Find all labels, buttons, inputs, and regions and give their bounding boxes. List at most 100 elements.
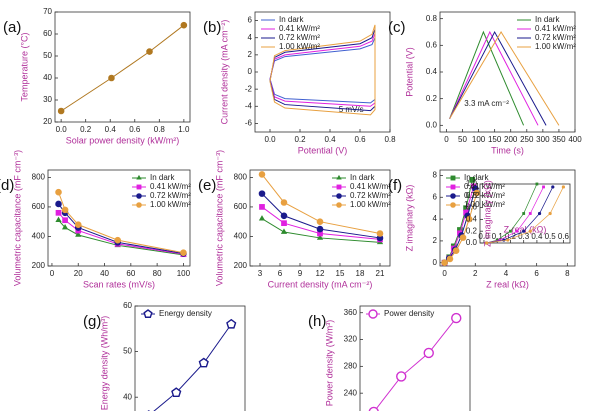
- marker: [62, 217, 68, 224]
- legend-label: 0.41 kW/m²: [464, 182, 505, 191]
- x-tick-label: 0.0: [264, 135, 276, 144]
- y-tick-label: 20: [43, 117, 52, 126]
- y-tick-label: 8: [433, 171, 438, 180]
- panel-label: (f): [388, 177, 402, 194]
- series-line: [261, 174, 381, 235]
- x-tick-label: 0.5: [545, 232, 557, 241]
- marker: [551, 185, 555, 189]
- marker: [226, 318, 237, 329]
- marker: [548, 211, 552, 216]
- marker: [280, 212, 288, 220]
- x-tick-label: 1.0: [178, 125, 190, 134]
- y-tick-label: 800: [234, 172, 248, 181]
- x-tick-label: 0: [442, 269, 447, 278]
- marker: [423, 347, 434, 359]
- x-tick-label: 0.4: [531, 232, 543, 241]
- legend-marker: [143, 309, 153, 318]
- y-tick-label: 400: [234, 232, 248, 241]
- legend-label: 1.00 kW/m²: [279, 42, 320, 51]
- y-tick-label: 70: [43, 7, 52, 16]
- marker: [75, 231, 82, 237]
- marker: [55, 188, 62, 196]
- plot-frame: [439, 169, 576, 267]
- marker: [451, 312, 462, 324]
- y-tick-label: -4: [245, 101, 253, 110]
- marker: [198, 357, 209, 368]
- y-tick-label: 360: [344, 308, 358, 317]
- y-tick-label: 6: [248, 16, 253, 25]
- y-axis-label: Energy density (Wh/m³): [99, 316, 109, 411]
- x-tick-label: 20: [74, 269, 83, 278]
- marker: [465, 215, 473, 223]
- marker: [280, 199, 288, 206]
- y-axis-label: Potential (V): [404, 47, 414, 97]
- marker: [280, 228, 288, 234]
- y-axis-label: Volumetric capacitance (mF cm⁻³): [214, 150, 224, 286]
- marker: [522, 229, 526, 233]
- marker: [57, 107, 65, 115]
- marker: [281, 220, 287, 227]
- marker: [459, 234, 467, 241]
- x-axis-label: Current density (mA cm⁻²): [268, 279, 373, 289]
- marker: [509, 229, 512, 233]
- y-tick-label: 1.0: [466, 179, 478, 188]
- panel-label: (a): [3, 19, 21, 36]
- y-axis-label: Volumetric capacitance (mF cm⁻³): [12, 150, 22, 286]
- x-tick-label: 80: [153, 269, 162, 278]
- x-tick-label: 0.4: [324, 135, 336, 144]
- x-tick-label: 6: [278, 269, 283, 278]
- x-tick-label: 0.1: [492, 232, 504, 241]
- series-line: [261, 218, 381, 243]
- legend-label: 1.00 kW/m²: [350, 200, 391, 209]
- legend-label: 0.72 kW/m²: [150, 191, 191, 200]
- x-tick-label: 21: [376, 269, 385, 278]
- series-line: [449, 30, 525, 126]
- x-tick-label: 8: [565, 269, 570, 278]
- y-axis-label: Z imaginary (kΩ): [404, 185, 414, 252]
- marker: [114, 236, 121, 244]
- series-line: [373, 317, 457, 411]
- marker: [55, 200, 62, 208]
- y-tick-label: 400: [32, 232, 46, 241]
- series-line: [269, 24, 376, 116]
- x-tick-label: 0.6: [129, 125, 141, 134]
- x-tick-label: 0.0: [478, 232, 490, 241]
- y-tick-label: 0.2: [426, 94, 438, 103]
- legend-marker: [368, 309, 378, 319]
- y-tick-label: 40: [43, 73, 52, 82]
- legend-label: 0.41 kW/m²: [535, 24, 576, 33]
- y-tick-label: 50: [123, 347, 132, 356]
- legend-marker: [336, 202, 342, 208]
- x-tick-label: 100: [177, 269, 191, 278]
- marker: [452, 247, 460, 255]
- panel-label: (c): [388, 19, 406, 36]
- x-tick-label: 0.2: [294, 135, 306, 144]
- marker: [146, 48, 153, 55]
- legend-label: 0.72 kW/m²: [464, 191, 505, 200]
- y-tick-label: 0.2: [466, 226, 478, 235]
- legend-marker: [450, 175, 456, 181]
- panel-label: (g): [83, 313, 101, 330]
- x-tick-label: 350: [552, 135, 566, 144]
- x-tick-label: 0: [50, 269, 55, 278]
- y-tick-label: 0.6: [466, 203, 478, 212]
- marker: [316, 234, 324, 240]
- marker: [506, 238, 510, 242]
- y-tick-label: 0.4: [426, 67, 438, 76]
- x-tick-label: 0.0: [56, 125, 68, 134]
- legend-label: 0.41 kW/m²: [350, 182, 391, 191]
- legend-label: 0.72 kW/m²: [535, 33, 576, 42]
- legend-label: 0.41 kW/m²: [150, 182, 191, 191]
- legend-marker: [336, 184, 342, 190]
- y-tick-label: 4: [248, 33, 253, 42]
- x-axis-label: Z real (kΩ): [486, 279, 529, 289]
- x-tick-label: 200: [504, 135, 518, 144]
- legend-marker: [136, 193, 142, 199]
- marker: [108, 74, 115, 82]
- y-tick-label: 200: [32, 261, 46, 270]
- legend-label: In dark: [535, 15, 560, 24]
- series-line: [261, 206, 381, 240]
- y-tick-label: 600: [32, 202, 46, 211]
- x-axis-label: Scan rates (mV/s): [83, 279, 155, 289]
- y-tick-label: 0.6: [426, 40, 438, 49]
